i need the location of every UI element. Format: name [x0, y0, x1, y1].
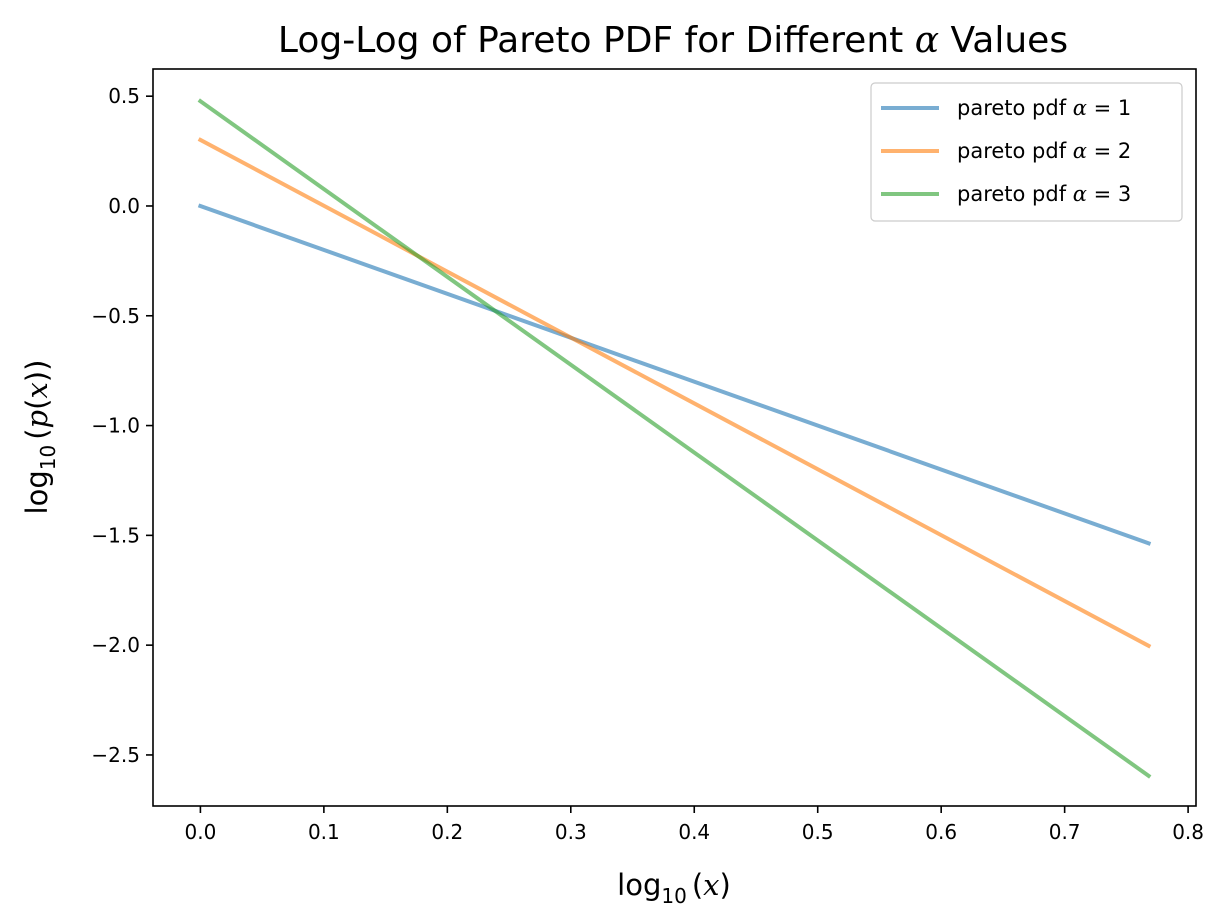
x-tick-label: 0.5 — [802, 820, 834, 844]
x-axis-label-fn: log — [617, 868, 661, 902]
legend: pareto pdf α = 1 pareto pdf α = 2 pareto p… — [870, 82, 1183, 222]
series-layer — [197, 98, 1152, 779]
x-tick-label: 0.7 — [1049, 820, 1081, 844]
x-tick-label: 0.2 — [431, 820, 463, 844]
chart-title-text: Log-Log of Pareto PDF for Different — [278, 20, 915, 61]
y-axis-label-sub: 10 — [36, 445, 60, 470]
plot-area — [152, 68, 1197, 807]
x-tick-label: 0.0 — [185, 820, 217, 844]
x-tick-label: 0.1 — [308, 820, 340, 844]
legend-label-2: pareto pdf α = 2 — [957, 139, 1131, 163]
y-axis-label-arg-fn: p — [20, 410, 54, 429]
x-tick-label: 0.8 — [1172, 820, 1204, 844]
chart-title: Log-Log of Pareto PDF for Different α Va… — [278, 20, 1068, 61]
y-tick-label: −1.5 — [91, 523, 140, 547]
x-tick-label: 0.3 — [555, 820, 587, 844]
x-tick-label: 0.4 — [678, 820, 710, 844]
series-line-2 — [197, 137, 1152, 649]
y-tick-label: −2.5 — [91, 743, 140, 767]
y-tick-label: 0.0 — [108, 194, 140, 218]
x-axis-label-sub: 10 — [661, 884, 686, 908]
legend-label-1: pareto pdf α = 1 — [957, 96, 1131, 120]
legend-label-3: pareto pdf α = 3 — [957, 182, 1131, 206]
y-axis-label: log10(p(x)) — [20, 360, 60, 515]
chart-title-symbol: α — [915, 20, 939, 61]
y-axis-label-fn: log — [20, 470, 54, 514]
y-tick-label: 0.5 — [108, 84, 140, 108]
y-tick-label: −1.0 — [91, 414, 140, 438]
y-axis-label-arg: x — [20, 382, 54, 398]
series-line-3 — [197, 98, 1152, 779]
y-axis: 0.5 0.0 −0.5 −1.0 −1.5 −2.0 −2.5 — [91, 84, 153, 767]
legend-box — [870, 82, 1183, 222]
y-tick-label: −0.5 — [91, 304, 140, 328]
series-line-1 — [197, 203, 1152, 546]
y-tick-label: −2.0 — [91, 633, 140, 657]
x-axis-label: log10 (x) — [617, 868, 731, 908]
x-axis: 0.0 0.1 0.2 0.3 0.4 0.5 0.6 0.7 0.8 — [185, 806, 1204, 844]
x-tick-label: 0.6 — [925, 820, 957, 844]
chart-title-tail: Values — [939, 20, 1068, 61]
x-axis-label-arg: x — [703, 868, 719, 902]
